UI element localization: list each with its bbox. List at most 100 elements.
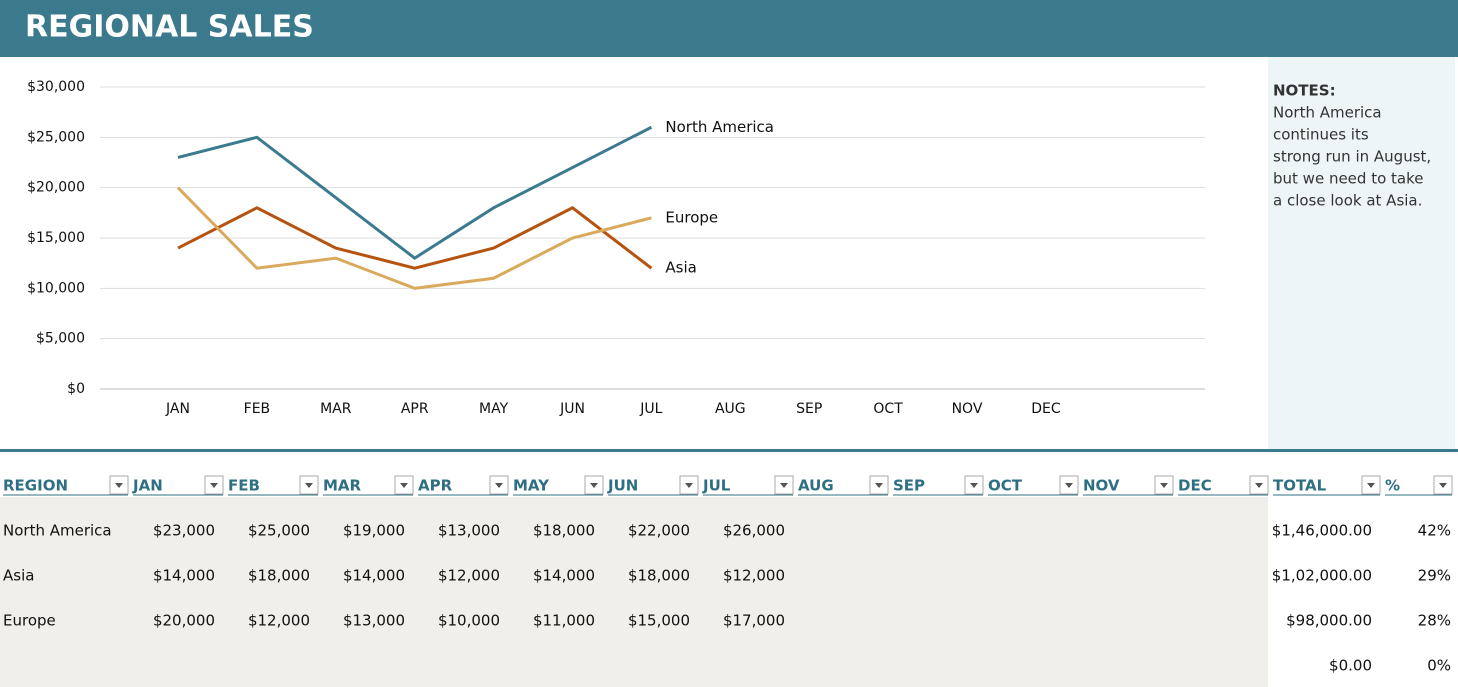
x-tick-label: APR bbox=[401, 401, 429, 417]
x-tick-label: DEC bbox=[1031, 401, 1061, 417]
series-line bbox=[177, 206, 653, 270]
value-cell: $14,000 bbox=[343, 567, 405, 585]
value-cell: $12,000 bbox=[438, 567, 500, 585]
filter-arrow bbox=[970, 483, 978, 488]
value-cell: $10,000 bbox=[438, 612, 500, 630]
y-tick-label: $15,000 bbox=[27, 230, 85, 246]
column-header: MAR bbox=[323, 477, 362, 495]
x-tick-label: MAR bbox=[320, 401, 352, 417]
column-header: DEC bbox=[1178, 477, 1212, 495]
filter-arrow bbox=[1065, 483, 1073, 488]
title-bar bbox=[0, 0, 1458, 57]
series-line bbox=[177, 125, 653, 260]
region-cell: Europe bbox=[3, 612, 56, 630]
notes-line: North America bbox=[1273, 104, 1382, 122]
column-header: NOV bbox=[1083, 477, 1120, 495]
x-tick-label: NOV bbox=[952, 401, 983, 417]
filter-arrow bbox=[210, 483, 218, 488]
value-cell: $13,000 bbox=[343, 612, 405, 630]
x-tick-label: JUL bbox=[639, 401, 662, 417]
y-tick-label: $25,000 bbox=[27, 129, 85, 145]
notes-title: NOTES: bbox=[1273, 82, 1336, 100]
y-tick-label: $30,000 bbox=[27, 79, 85, 95]
y-tick-label: $10,000 bbox=[27, 280, 85, 296]
value-cell: $11,000 bbox=[533, 612, 595, 630]
x-tick-label: JUN bbox=[559, 401, 585, 417]
column-header: OCT bbox=[988, 477, 1023, 495]
sheet-title: REGIONAL SALES bbox=[25, 10, 314, 45]
region-cell: Asia bbox=[3, 567, 34, 585]
x-tick-label: OCT bbox=[873, 401, 903, 417]
y-tick-label: $20,000 bbox=[27, 180, 85, 196]
x-tick-label: SEP bbox=[796, 401, 822, 417]
notes-line: strong run in August, bbox=[1273, 148, 1431, 166]
percent-cell: 28% bbox=[1418, 612, 1451, 630]
column-header: JUN bbox=[607, 477, 638, 495]
percent-cell: 42% bbox=[1418, 522, 1451, 540]
series-label: North America bbox=[665, 118, 774, 136]
y-tick-label: $5,000 bbox=[36, 331, 85, 347]
total-cell: $0.00 bbox=[1329, 657, 1372, 675]
column-header: % bbox=[1385, 477, 1400, 495]
value-cell: $14,000 bbox=[533, 567, 595, 585]
filter-arrow bbox=[1255, 483, 1263, 488]
value-cell: $18,000 bbox=[533, 522, 595, 540]
value-cell: $18,000 bbox=[628, 567, 690, 585]
series-label: Asia bbox=[665, 259, 696, 277]
filter-arrow bbox=[495, 483, 503, 488]
x-tick-label: MAY bbox=[479, 401, 509, 417]
filter-arrow bbox=[685, 483, 693, 488]
column-header: TOTAL bbox=[1273, 477, 1327, 495]
value-cell: $13,000 bbox=[438, 522, 500, 540]
filter-arrow bbox=[1439, 483, 1447, 488]
value-cell: $12,000 bbox=[248, 612, 310, 630]
filter-arrow bbox=[1367, 483, 1375, 488]
series-label: Europe bbox=[665, 208, 718, 226]
filter-arrow bbox=[400, 483, 408, 488]
value-cell: $15,000 bbox=[628, 612, 690, 630]
notes-panel bbox=[1268, 57, 1455, 450]
y-tick-label: $0 bbox=[67, 381, 85, 397]
column-header: AUG bbox=[798, 477, 834, 495]
filter-arrow bbox=[780, 483, 788, 488]
value-cell: $20,000 bbox=[153, 612, 215, 630]
value-cell: $22,000 bbox=[628, 522, 690, 540]
total-cell: $98,000.00 bbox=[1286, 612, 1372, 630]
filter-arrow bbox=[305, 483, 313, 488]
filter-arrow bbox=[115, 483, 123, 488]
column-header: JUL bbox=[702, 477, 731, 495]
x-tick-label: FEB bbox=[244, 401, 271, 417]
separator bbox=[0, 449, 1458, 452]
column-header: FEB bbox=[228, 477, 260, 495]
notes-line: a close look at Asia. bbox=[1273, 192, 1422, 210]
total-cell: $1,46,000.00 bbox=[1272, 522, 1372, 540]
value-cell: $12,000 bbox=[723, 567, 785, 585]
column-header: MAY bbox=[513, 477, 550, 495]
filter-arrow bbox=[590, 483, 598, 488]
series-line bbox=[176, 186, 652, 290]
value-cell: $25,000 bbox=[248, 522, 310, 540]
column-header: REGION bbox=[3, 477, 68, 495]
percent-cell: 0% bbox=[1427, 657, 1451, 675]
value-cell: $19,000 bbox=[343, 522, 405, 540]
notes-line: continues its bbox=[1273, 126, 1369, 144]
value-cell: $17,000 bbox=[723, 612, 785, 630]
x-tick-label: JAN bbox=[165, 401, 190, 417]
value-cell: $14,000 bbox=[153, 567, 215, 585]
value-cell: $26,000 bbox=[723, 522, 785, 540]
x-tick-label: AUG bbox=[715, 401, 746, 417]
filter-arrow bbox=[1160, 483, 1168, 488]
value-cell: $18,000 bbox=[248, 567, 310, 585]
column-header: SEP bbox=[893, 477, 925, 495]
notes-line: but we need to take bbox=[1273, 170, 1423, 188]
total-cell: $1,02,000.00 bbox=[1272, 567, 1372, 585]
value-cell: $23,000 bbox=[153, 522, 215, 540]
column-header: APR bbox=[418, 477, 453, 495]
filter-arrow bbox=[875, 483, 883, 488]
region-cell: North America bbox=[3, 522, 112, 540]
column-header: JAN bbox=[132, 477, 163, 495]
table-body bbox=[0, 497, 1268, 687]
percent-cell: 29% bbox=[1418, 567, 1451, 585]
